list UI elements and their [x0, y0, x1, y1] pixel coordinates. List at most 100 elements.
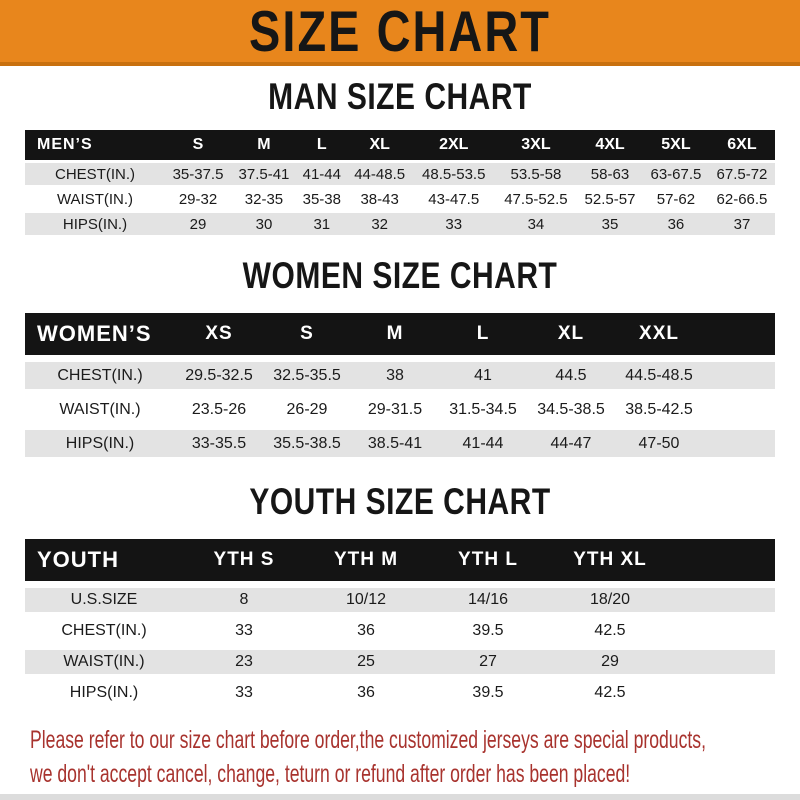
size-column-header: 6XL	[708, 130, 775, 160]
measurement-row-label: WAIST(IN.)	[25, 188, 166, 210]
measurement-cell: 57-62	[642, 188, 709, 210]
table-title-cell: MEN’S	[25, 130, 166, 160]
youth-size-table: YOUTH YTH S YTH M YTH L YTH XL U.S.SIZE 8 10/12…	[25, 532, 775, 712]
measurement-cell: 43-47.5	[412, 188, 495, 210]
size-column-header: YTH L	[427, 539, 549, 581]
size-column-header: L	[439, 313, 527, 355]
measurement-cell: 38	[351, 362, 439, 389]
measurement-cell: 38-43	[346, 188, 413, 210]
measurement-cell: 39.5	[427, 619, 549, 643]
measurement-cell: 8	[183, 588, 305, 612]
measurement-cell: 10/12	[305, 588, 427, 612]
measurement-cell: 37	[708, 213, 775, 235]
measurement-cell: 34	[494, 213, 578, 235]
disclaimer-note: Please refer to our size chart before or…	[30, 723, 800, 791]
measurement-cell: 35-37.5	[165, 163, 231, 185]
measurement-row-label: CHEST(IN.)	[25, 362, 175, 389]
measurement-cell: 53.5-58	[494, 163, 578, 185]
measurement-cell: 52.5-57	[577, 188, 643, 210]
size-column-header: 4XL	[577, 130, 643, 160]
measurement-cell: 34.5-38.5	[527, 396, 615, 423]
size-column-header: M	[351, 313, 439, 355]
women-table-wrap: WOMEN’S XS S M L XL XXL CHEST(IN.) 29.5-32.5 32.5…	[0, 306, 800, 464]
measurement-cell: 37.5-41	[230, 163, 297, 185]
size-header-row: WOMEN’S XS S M L XL XXL	[25, 313, 775, 355]
measurement-cell: 62-66.5	[708, 188, 775, 210]
disclaimer-line-1: Please refer to our size chart before or…	[30, 725, 706, 754]
measurement-cell: 25	[305, 650, 427, 674]
size-column-header: XL	[346, 130, 413, 160]
measurement-cell: 38.5-41	[351, 430, 439, 457]
youth-table-wrap: YOUTH YTH S YTH M YTH L YTH XL U.S.SIZE 8 10/12…	[0, 532, 800, 712]
size-column-header: 3XL	[494, 130, 578, 160]
measurement-row: CHEST(IN.) 33 36 39.5 42.5	[25, 619, 775, 643]
section-men: MAN SIZE CHART MEN’S S M L XL 2XL 3XL 4XL 5XL 6XL…	[0, 77, 800, 238]
measurement-cell: 38.5-42.5	[615, 396, 703, 423]
filler-cell	[703, 362, 775, 389]
measurement-cell: 67.5-72	[708, 163, 775, 185]
size-column-header: L	[296, 130, 347, 160]
filler-cell	[703, 313, 775, 355]
size-column-header: XXL	[615, 313, 703, 355]
measurement-row: CHEST(IN.) 35-37.5 37.5-41 41-44 44-48.5 48.5…	[25, 163, 775, 185]
measurement-row-label: CHEST(IN.)	[25, 619, 183, 643]
size-header-row: YOUTH YTH S YTH M YTH L YTH XL	[25, 539, 775, 581]
measurement-cell: 58-63	[577, 163, 643, 185]
measurement-cell: 27	[427, 650, 549, 674]
measurement-row: WAIST(IN.) 23.5-26 26-29 29-31.5 31.5-34.5 34…	[25, 396, 775, 423]
measurement-cell: 29	[549, 650, 671, 674]
banner: SIZE CHART	[0, 0, 800, 66]
measurement-cell: 26-29	[263, 396, 351, 423]
measurement-cell: 31	[296, 213, 347, 235]
banner-title: SIZE CHART	[249, 0, 551, 64]
women-size-table: WOMEN’S XS S M L XL XXL CHEST(IN.) 29.5-32.5 32.5…	[25, 306, 775, 464]
measurement-cell: 23	[183, 650, 305, 674]
measurement-cell: 47-50	[615, 430, 703, 457]
measurement-cell: 14/16	[427, 588, 549, 612]
measurement-cell: 32-35	[230, 188, 297, 210]
measurement-row-label: HIPS(IN.)	[25, 213, 166, 235]
measurement-cell: 23.5-26	[175, 396, 263, 423]
measurement-cell: 30	[230, 213, 297, 235]
measurement-cell: 35.5-38.5	[263, 430, 351, 457]
measurement-cell: 29-31.5	[351, 396, 439, 423]
youth-section-heading-text: YOUTH SIZE CHART	[249, 482, 551, 523]
filler-cell	[671, 681, 775, 705]
measurement-cell: 32	[346, 213, 413, 235]
filler-cell	[703, 430, 775, 457]
size-column-header: S	[263, 313, 351, 355]
measurement-row: U.S.SIZE 8 10/12 14/16 18/20	[25, 588, 775, 612]
measurement-cell: 35-38	[296, 188, 347, 210]
section-youth: YOUTH SIZE CHART YOUTH YTH S YTH M YTH L YTH…	[0, 482, 800, 712]
measurement-cell: 36	[305, 681, 427, 705]
measurement-cell: 44.5	[527, 362, 615, 389]
measurement-cell: 63-67.5	[642, 163, 709, 185]
measurement-cell: 48.5-53.5	[412, 163, 495, 185]
measurement-cell: 39.5	[427, 681, 549, 705]
measurement-cell: 18/20	[549, 588, 671, 612]
measurement-row: CHEST(IN.) 29.5-32.5 32.5-35.5 38 41 44.5 44.5…	[25, 362, 775, 389]
size-column-header: XS	[175, 313, 263, 355]
filler-cell	[671, 539, 775, 581]
measurement-cell: 33	[412, 213, 495, 235]
size-column-header: S	[165, 130, 231, 160]
men-section-heading-text: MAN SIZE CHART	[268, 77, 532, 118]
measurement-cell: 35	[577, 213, 643, 235]
women-section-heading-text: WOMEN SIZE CHART	[242, 256, 558, 297]
measurement-row-label: WAIST(IN.)	[25, 396, 175, 423]
measurement-cell: 29.5-32.5	[175, 362, 263, 389]
size-header-row: MEN’S S M L XL 2XL 3XL 4XL 5XL 6XL	[25, 130, 775, 160]
measurement-row: HIPS(IN.) 33 36 39.5 42.5	[25, 681, 775, 705]
measurement-cell: 41-44	[439, 430, 527, 457]
filler-cell	[703, 396, 775, 423]
measurement-cell: 44.5-48.5	[615, 362, 703, 389]
measurement-row-label: HIPS(IN.)	[25, 430, 175, 457]
bottom-divider	[0, 794, 800, 800]
measurement-row-label: HIPS(IN.)	[25, 681, 183, 705]
measurement-cell: 41	[439, 362, 527, 389]
size-column-header: YTH XL	[549, 539, 671, 581]
measurement-cell: 42.5	[549, 681, 671, 705]
size-column-header: 2XL	[412, 130, 495, 160]
measurement-row: WAIST(IN.) 23 25 27 29	[25, 650, 775, 674]
